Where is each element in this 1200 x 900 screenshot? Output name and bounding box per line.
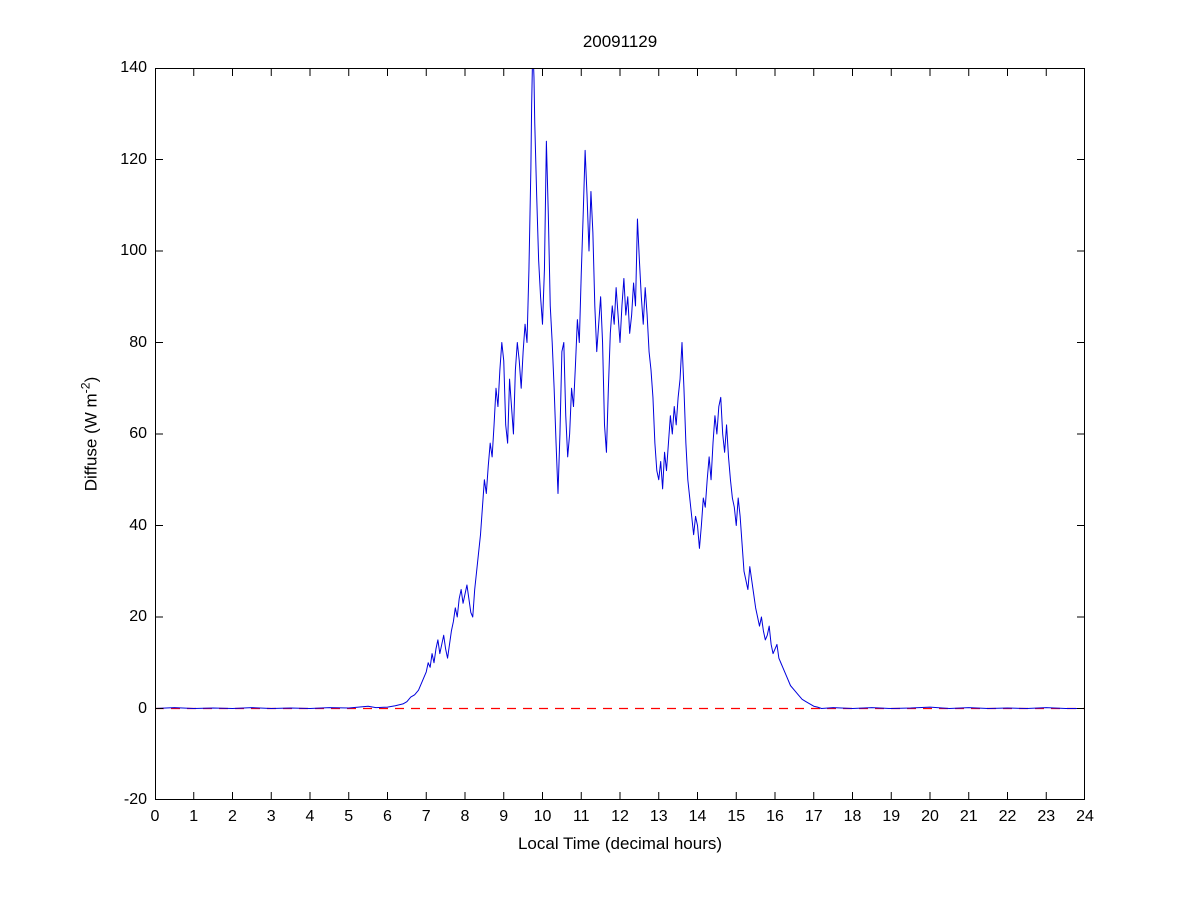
x-tick-label: 23 bbox=[1037, 808, 1056, 825]
x-tick-label: 22 bbox=[998, 808, 1017, 825]
x-axis-label: Local Time (decimal hours) bbox=[517, 834, 723, 853]
y-tick-label: 20 bbox=[129, 608, 147, 625]
x-tick-label: 11 bbox=[572, 808, 590, 825]
plot-canvas bbox=[154, 67, 1086, 801]
x-tick-label: 18 bbox=[843, 808, 862, 825]
x-tick-label: 9 bbox=[499, 808, 509, 825]
y-tick-label: 0 bbox=[138, 699, 147, 717]
x-tick-label: 1 bbox=[189, 808, 199, 825]
x-tick-label: 3 bbox=[266, 808, 276, 825]
x-tick-label: 21 bbox=[959, 808, 978, 825]
x-tick-label: 19 bbox=[882, 808, 901, 825]
x-tick-label: 13 bbox=[649, 808, 668, 825]
x-tick-label: 10 bbox=[533, 808, 552, 825]
y-tick-label: -20 bbox=[123, 791, 147, 808]
chart-title: 20091129 bbox=[582, 32, 658, 51]
x-tick-label: 24 bbox=[1076, 808, 1094, 825]
y-tick-label: 120 bbox=[120, 150, 147, 168]
y-tick-label: 80 bbox=[129, 333, 147, 351]
x-tick-label: 6 bbox=[383, 808, 392, 825]
x-tick-label: 8 bbox=[460, 808, 470, 825]
x-tick-label: 0 bbox=[150, 808, 160, 825]
x-tick-label: 12 bbox=[611, 808, 629, 825]
x-tick-label: 5 bbox=[344, 808, 354, 825]
y-tick-label: 100 bbox=[120, 242, 147, 259]
x-tick-label: 20 bbox=[921, 808, 939, 825]
x-tick-label: 2 bbox=[228, 808, 237, 825]
x-tick-label: 15 bbox=[727, 808, 746, 825]
y-tick-label: 40 bbox=[129, 516, 147, 534]
y-axis-label-exponent: -2 bbox=[78, 382, 93, 394]
x-tick-label: 4 bbox=[305, 808, 315, 825]
x-tick-label: 14 bbox=[688, 808, 707, 825]
plot-area bbox=[154, 67, 1086, 801]
y-tick-label: 140 bbox=[120, 59, 147, 76]
y-axis-label-close: ) bbox=[81, 376, 101, 383]
y-tick-label: 60 bbox=[129, 425, 147, 442]
x-tick-label: 16 bbox=[766, 808, 784, 825]
x-tick-label: 7 bbox=[421, 808, 431, 825]
x-tick-label: 17 bbox=[804, 808, 823, 825]
